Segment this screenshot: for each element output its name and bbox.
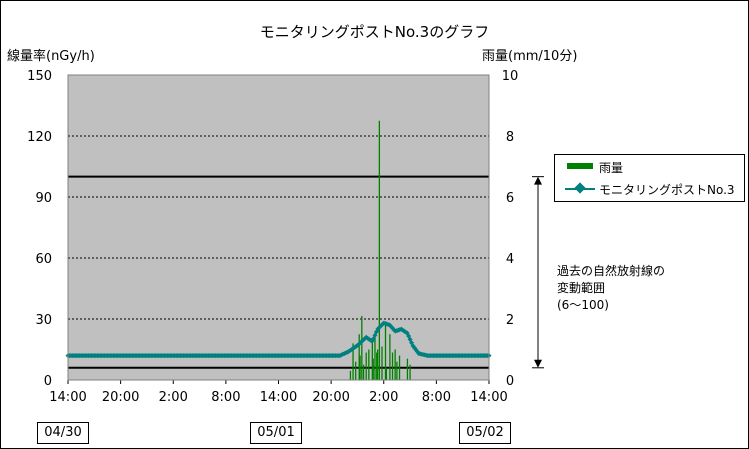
y2-tick-label-0: 0: [506, 374, 514, 389]
legend: 雨量 モニタリングポストNo.3: [554, 154, 745, 202]
y2-tick-label-5: 10: [502, 69, 519, 84]
natural-range-annotation: 過去の自然放射線の 変動範囲 (6～100): [557, 264, 666, 312]
y2-tick-label-3: 6: [506, 191, 514, 206]
y2-tick-label-4: 8: [506, 130, 514, 145]
y-tick-label-1: 30: [35, 313, 52, 328]
legend-item-rain: 雨量: [555, 157, 744, 177]
legend-rain-label: 雨量: [599, 161, 624, 175]
date-label-2: 05/02: [459, 422, 511, 444]
x-tick-label-0: 14:00: [49, 390, 86, 405]
legend-dose-marker: [574, 182, 586, 194]
y-axis-left-label: 線量率(nGy/h): [7, 49, 95, 64]
plot-border: [67, 74, 490, 381]
y2-tick-label-1: 2: [506, 313, 514, 328]
x-tick-label-6: 2:00: [369, 390, 398, 405]
x-tick-label-5: 20:00: [312, 390, 349, 405]
y-tick-label-3: 90: [35, 191, 52, 206]
range-arrow-head-top: [534, 176, 542, 185]
x-tick-label-7: 8:00: [422, 390, 451, 405]
x-tick-label-2: 2:00: [159, 390, 188, 405]
legend-rain-swatch: [567, 163, 593, 169]
x-tick-label-4: 14:00: [260, 390, 297, 405]
x-tick-label-1: 20:00: [102, 390, 139, 405]
legend-item-dose: モニタリングポストNo.3: [555, 179, 744, 199]
y-tick-label-0: 0: [44, 374, 52, 389]
plot-area: [67, 74, 490, 381]
y-axis-right-label: 雨量(mm/10分): [482, 49, 578, 64]
x-tick-label-8: 14:00: [470, 390, 507, 405]
y-tick-label-4: 120: [27, 130, 52, 145]
y-tick-label-2: 60: [35, 252, 52, 267]
date-label-0: 04/30: [37, 422, 89, 444]
y2-tick-label-2: 4: [506, 252, 514, 267]
legend-dose-label: モニタリングポストNo.3: [599, 183, 735, 197]
chart-title: モニタリングポストNo.3のグラフ: [259, 23, 490, 41]
date-label-1: 05/01: [250, 422, 302, 444]
range-arrow-head-bottom: [534, 359, 542, 368]
x-tick-label-3: 8:00: [211, 390, 240, 405]
y-tick-label-5: 150: [27, 69, 52, 84]
